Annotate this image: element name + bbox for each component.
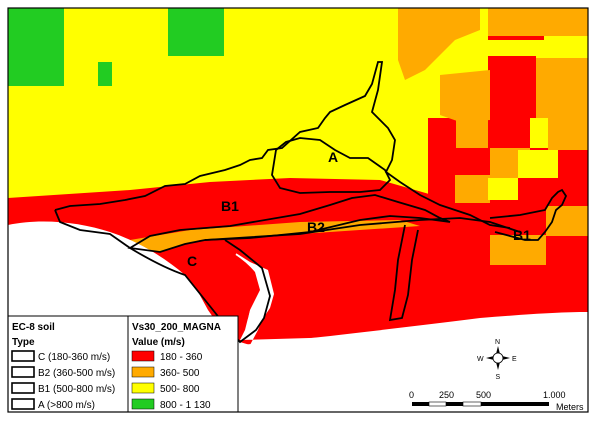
- scale-seg-4: [462, 401, 482, 407]
- legend-soil-subtitle: Type: [12, 337, 35, 348]
- compass-n: N: [495, 339, 500, 346]
- scale-tick-500: 500: [476, 390, 491, 400]
- vs30-yellow-patches: [488, 118, 558, 200]
- scale-seg-5: [481, 402, 549, 406]
- legend-soil-title: EC-8 soil: [12, 322, 55, 333]
- boundary-c: [129, 239, 271, 344]
- boundary-a: [271, 137, 392, 194]
- legend-soil-item-b1: B1 (500-800 m/s): [38, 384, 115, 395]
- zone-label-c: C: [187, 253, 197, 269]
- compass-s: S: [496, 374, 501, 381]
- legend-soil-swatch-b1: [11, 382, 35, 394]
- legend-vs30-item-3: 800 - 1 130: [160, 400, 211, 411]
- legend-soil-swatch-b2: [11, 366, 35, 378]
- scale-seg-2: [428, 401, 447, 407]
- compass-e: E: [512, 356, 517, 363]
- scale-seg-1: [412, 402, 429, 406]
- legend-vs30-swatch-0: [131, 350, 155, 362]
- legend-soil-item-a: A (>800 m/s): [38, 400, 95, 411]
- map-border: [7, 7, 589, 413]
- legend-vs30-swatch-2: [131, 382, 155, 394]
- zone-label-b1-east: B1: [513, 227, 531, 243]
- legend-soil-box: [7, 315, 129, 413]
- compass-w: W: [477, 356, 484, 363]
- legend-vs30: Vs30_200_MAGNA Value (m/s) 180 - 360 360…: [127, 315, 239, 413]
- boundary-coast: [54, 209, 131, 249]
- vs30-green-cells: [8, 8, 224, 86]
- legend-soil-swatch-a: [11, 398, 35, 410]
- legend-soil: EC-8 soil Type C (180-360 m/s) B2 (360-5…: [7, 315, 129, 413]
- scale-tick-250: 250: [439, 390, 454, 400]
- scale-tick-0: 0: [409, 390, 414, 400]
- boundary-b1-east: [489, 188, 568, 241]
- legend-vs30-item-0: 180 - 360: [160, 352, 203, 363]
- zone-boundaries: [54, 61, 568, 344]
- compass-ring: [492, 352, 504, 364]
- zone-label-a: A: [328, 149, 338, 165]
- legend-vs30-title: Vs30_200_MAGNA: [132, 322, 221, 333]
- legend-vs30-item-2: 500- 800: [160, 384, 200, 395]
- scale-seg-3: [446, 402, 463, 406]
- scale-tick-1000: 1.000: [543, 390, 566, 400]
- legend-soil-item-b2: B2 (360-500 m/s): [38, 368, 115, 379]
- legend-vs30-box: [127, 315, 239, 413]
- harbour-piers: [185, 238, 252, 335]
- legend-soil-item-c: C (180-360 m/s): [38, 352, 110, 363]
- scale-unit: Meters: [556, 402, 584, 412]
- boundary-lower: [388, 224, 419, 322]
- boundary-red-east: [204, 217, 521, 241]
- scale-bar: 0 250 500 1.000 Meters: [409, 390, 584, 412]
- boundary-b1-west: [54, 61, 511, 229]
- legend-soil-swatch-c: [11, 350, 35, 362]
- compass-rose: N S E W: [477, 339, 517, 381]
- legend-vs30-item-1: 360- 500: [160, 368, 200, 379]
- legend-vs30-swatch-3: [131, 398, 155, 410]
- zone-label-b2: B2: [307, 219, 325, 235]
- legend-vs30-swatch-1: [131, 366, 155, 378]
- legend-vs30-subtitle: Value (m/s): [132, 337, 185, 348]
- zone-label-b1-west: B1: [221, 198, 239, 214]
